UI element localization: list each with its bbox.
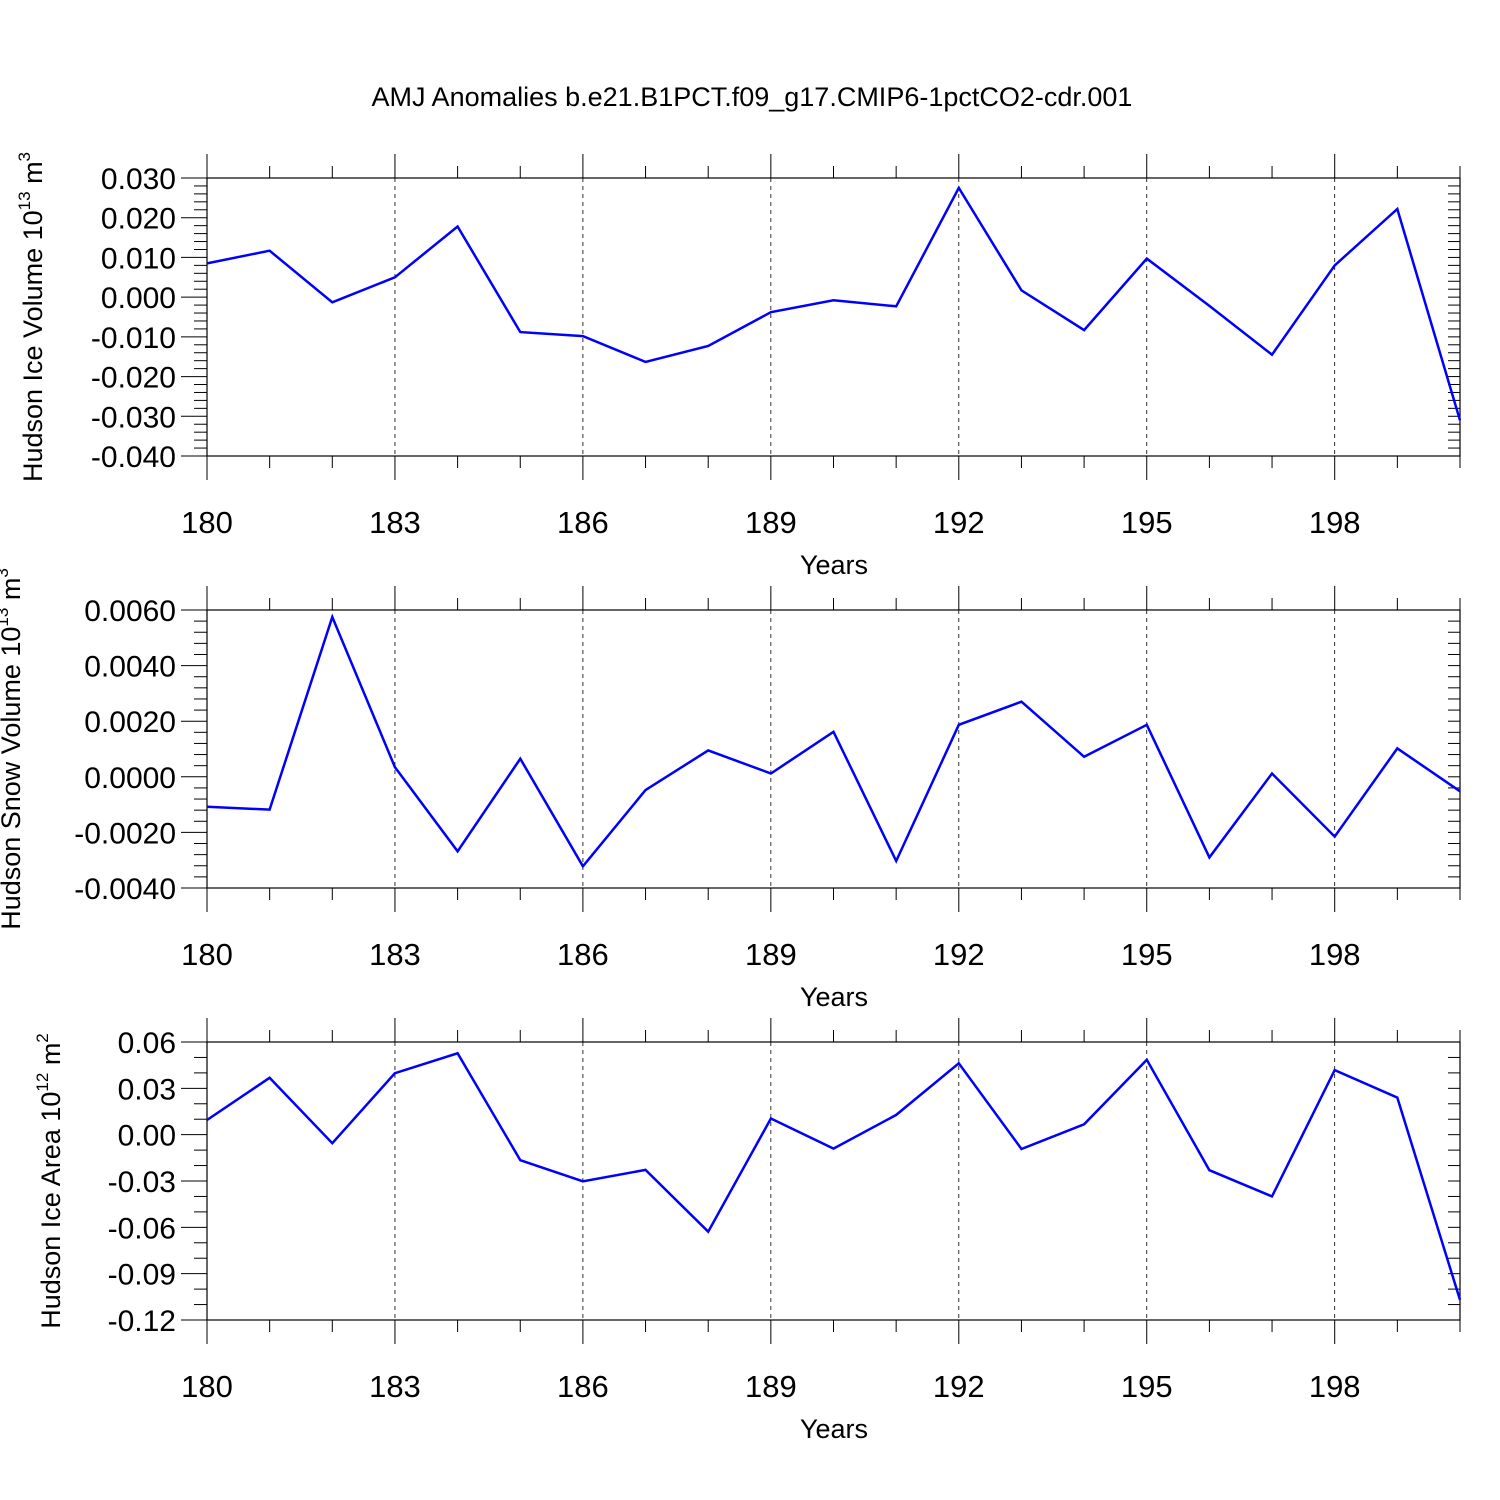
y-tick-label: -0.0040 bbox=[74, 873, 176, 906]
x-tick-label: 186 bbox=[557, 505, 609, 540]
y-tick-label: 0.000 bbox=[101, 282, 176, 315]
x-axis-label: Years bbox=[800, 982, 868, 1012]
y-tick-label: 0.03 bbox=[118, 1073, 176, 1106]
y-tick-label: 0.020 bbox=[101, 203, 176, 236]
series-line bbox=[206, 1051, 1462, 1301]
y-tick-label: -0.12 bbox=[108, 1305, 176, 1338]
y-tick-label: -0.010 bbox=[91, 322, 176, 355]
x-tick-label: 189 bbox=[745, 505, 797, 540]
panel-2: -0.0040 -0.0020 0.0000 0.0020 0.0040 0.0060 18… bbox=[0, 568, 1461, 1012]
x-tick-label: 195 bbox=[1121, 505, 1173, 540]
x-tick-label: 180 bbox=[181, 505, 233, 540]
y-tick-label: 0.0020 bbox=[84, 706, 176, 739]
x-tick-label: 198 bbox=[1309, 505, 1361, 540]
x-tick-label: 195 bbox=[1121, 1369, 1173, 1404]
y-tick-label: 0.0060 bbox=[84, 595, 176, 628]
x-tick-label: 189 bbox=[745, 1369, 797, 1404]
y-tick-label: 0.010 bbox=[101, 242, 176, 275]
y-axis-label: Hudson Ice Area 1012 m2 bbox=[33, 1033, 66, 1329]
x-tick-label: 195 bbox=[1121, 937, 1173, 972]
y-tick-label: 0.06 bbox=[118, 1027, 176, 1060]
figure-title: AMJ Anomalies b.e21.B1PCT.f09_g17.CMIP6-… bbox=[372, 82, 1133, 112]
x-tick-label: 192 bbox=[933, 1369, 985, 1404]
series-line bbox=[206, 613, 1461, 869]
panel-1: -0.040 -0.030 -0.020 -0.010 0.000 0.010 0.020 0… bbox=[15, 152, 1462, 580]
y-tick-label: -0.020 bbox=[91, 362, 176, 395]
panels: -0.040 -0.030 -0.020 -0.010 0.000 0.010 0.020 0… bbox=[0, 152, 1462, 1444]
panel-3: -0.12 -0.09 -0.06 -0.03 0.00 0.03 0.06 180 183 18… bbox=[33, 1018, 1462, 1444]
y-tick-label: -0.06 bbox=[108, 1212, 176, 1245]
x-tick-label: 198 bbox=[1309, 1369, 1361, 1404]
series-line bbox=[206, 185, 1462, 421]
x-tick-label: 186 bbox=[557, 937, 609, 972]
x-axis-label: Years bbox=[800, 1414, 868, 1444]
y-tick-label: 0.0040 bbox=[84, 651, 176, 684]
x-tick-label: 180 bbox=[181, 1369, 233, 1404]
y-axis-label: Hudson Snow Volume 1013 m3 bbox=[0, 568, 26, 930]
x-tick-label: 183 bbox=[369, 1369, 421, 1404]
y-axis-label: Hudson Ice Volume 1013 m3 bbox=[15, 152, 48, 482]
y-tick-label: 0.00 bbox=[118, 1120, 176, 1153]
y-tick-label: -0.030 bbox=[91, 401, 176, 434]
y-tick-label: 0.0000 bbox=[84, 762, 176, 795]
y-tick-label: -0.09 bbox=[108, 1259, 176, 1292]
x-tick-label: 183 bbox=[369, 937, 421, 972]
y-tick-label: -0.03 bbox=[108, 1166, 176, 1199]
y-tick-label: -0.0020 bbox=[74, 817, 176, 850]
x-tick-label: 189 bbox=[745, 937, 797, 972]
y-tick-label: 0.030 bbox=[101, 163, 176, 196]
y-tick-label: -0.040 bbox=[91, 441, 176, 474]
x-tick-label: 183 bbox=[369, 505, 421, 540]
x-axis-label: Years bbox=[800, 550, 868, 580]
x-tick-label: 186 bbox=[557, 1369, 609, 1404]
x-tick-label: 198 bbox=[1309, 937, 1361, 972]
x-tick-label: 180 bbox=[181, 937, 233, 972]
x-tick-label: 192 bbox=[933, 937, 985, 972]
x-tick-label: 192 bbox=[933, 505, 985, 540]
